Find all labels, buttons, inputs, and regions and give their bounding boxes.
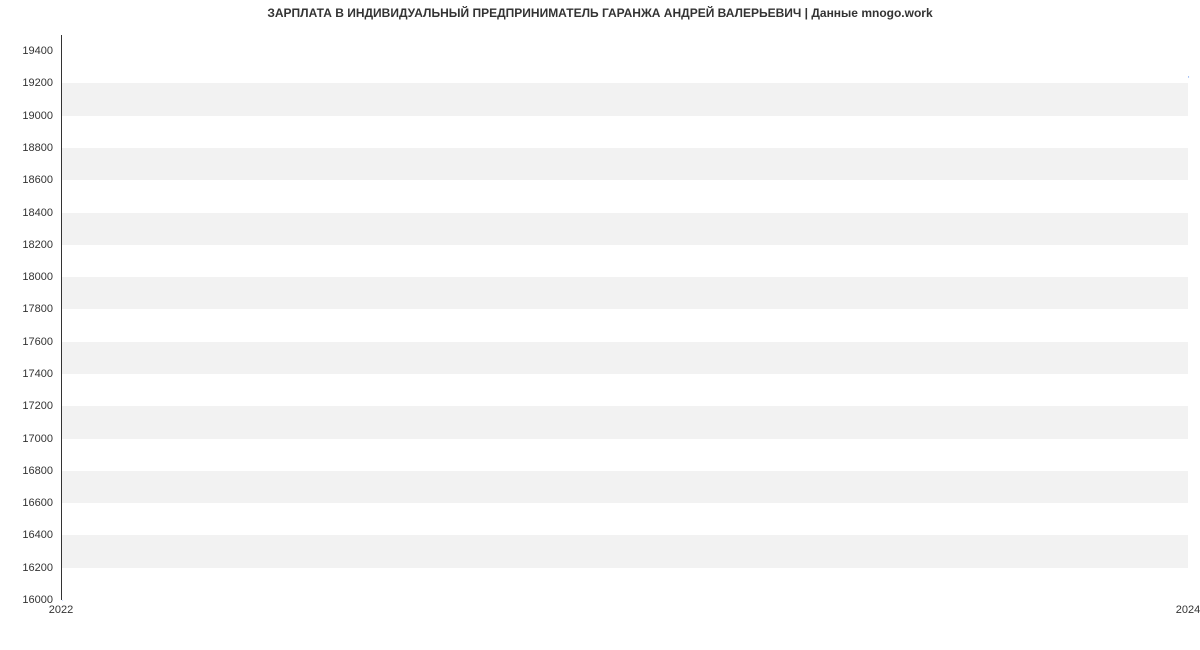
y-tick-label: 16400: [0, 529, 53, 541]
y-tick-label: 18800: [0, 142, 53, 154]
y-tick-label: 16800: [0, 465, 53, 477]
y-tick-label: 17600: [0, 336, 53, 348]
y-tick-label: 17000: [0, 433, 53, 445]
grid-band: [62, 277, 1188, 309]
y-tick-label: 17800: [0, 303, 53, 315]
grid-band: [62, 148, 1188, 180]
y-tick-label: 17200: [0, 400, 53, 412]
x-tick-label: 2022: [31, 604, 91, 616]
grid-band: [62, 213, 1188, 245]
grid-band: [62, 342, 1188, 374]
grid-band: [62, 309, 1188, 341]
grid-band: [62, 116, 1188, 148]
y-tick-label: 19200: [0, 77, 53, 89]
grid-band: [62, 406, 1188, 438]
y-tick-label: 18400: [0, 207, 53, 219]
grid-band: [62, 83, 1188, 115]
grid-band: [62, 245, 1188, 277]
grid-band: [62, 180, 1188, 212]
y-tick-label: 19000: [0, 110, 53, 122]
y-tick-label: 18000: [0, 271, 53, 283]
chart-title: ЗАРПЛАТА В ИНДИВИДУАЛЬНЫЙ ПРЕДПРИНИМАТЕЛ…: [0, 6, 1200, 20]
grid-band: [62, 439, 1188, 471]
x-tick-label: 2024: [1158, 604, 1200, 616]
y-tick-label: 18200: [0, 239, 53, 251]
y-tick-label: 16600: [0, 497, 53, 509]
grid-band: [62, 535, 1188, 567]
y-tick-label: 17400: [0, 368, 53, 380]
y-tick-label: 16200: [0, 562, 53, 574]
salary-line-chart: ЗАРПЛАТА В ИНДИВИДУАЛЬНЫЙ ПРЕДПРИНИМАТЕЛ…: [0, 0, 1200, 650]
grid-band: [62, 471, 1188, 503]
y-tick-label: 18600: [0, 174, 53, 186]
grid-band: [62, 51, 1188, 83]
grid-band: [62, 568, 1188, 600]
grid-band: [62, 503, 1188, 535]
y-tick-label: 19400: [0, 45, 53, 57]
grid-band: [62, 374, 1188, 406]
plot-area: [61, 35, 1188, 600]
